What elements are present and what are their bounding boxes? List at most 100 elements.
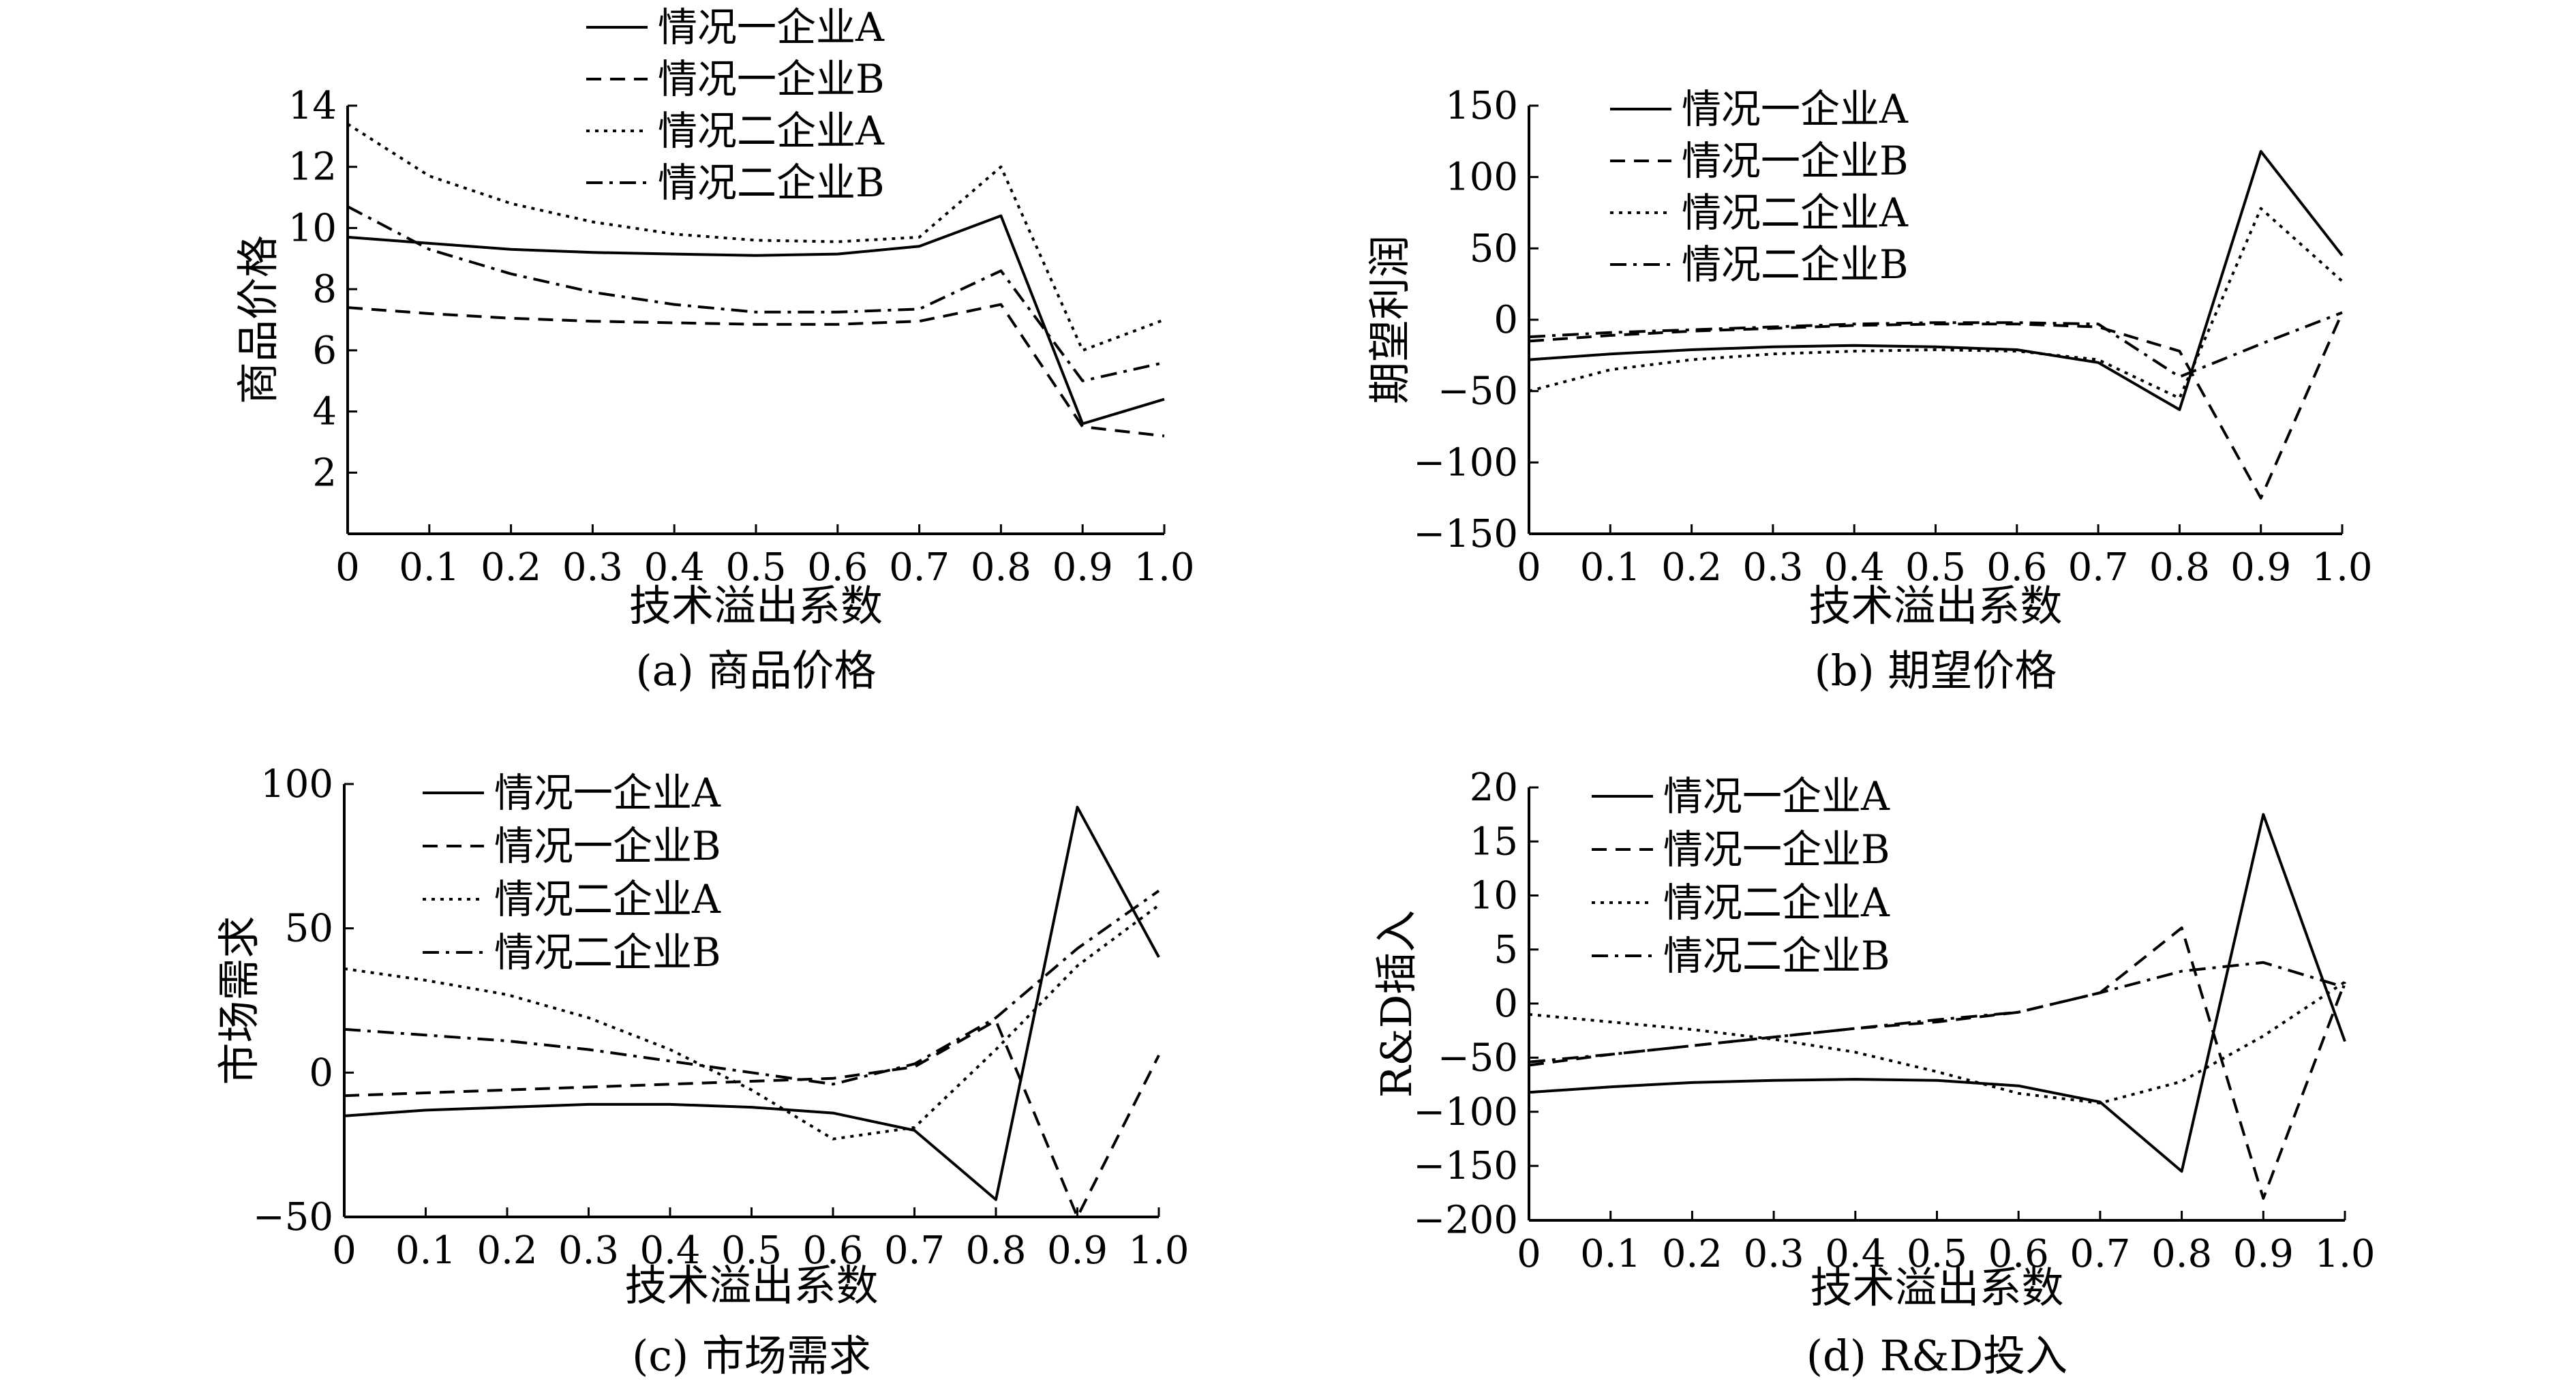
x-tick-label: 0.8 xyxy=(971,545,1031,590)
series-line-2 xyxy=(1529,313,2342,498)
series-line-4 xyxy=(1529,313,2342,377)
y-tick-label: −150 xyxy=(1413,512,1518,556)
x-tick-label: 0.3 xyxy=(562,545,623,590)
x-tick-label: 0.2 xyxy=(1662,1232,1723,1276)
x-tick-label: 0.3 xyxy=(558,1229,619,1273)
legend-label: 情况二企业A xyxy=(658,108,885,154)
x-tick-label: 0.7 xyxy=(884,1229,945,1273)
x-tick-label: 0.9 xyxy=(1047,1229,1108,1273)
y-tick-label: −50 xyxy=(253,1195,333,1239)
y-tick-label: 2 xyxy=(312,451,337,495)
x-tick-label: 0.9 xyxy=(2233,1232,2294,1276)
series-line-2 xyxy=(344,1021,1159,1217)
y-axis-label: 商品价格 xyxy=(233,235,283,404)
x-tick-label: 1.0 xyxy=(2314,1232,2375,1276)
legend-label: 情况一企业A xyxy=(494,770,721,816)
legend: 情况一企业A 情况一企业B 情况二企业A 情况二企业B xyxy=(1610,86,1909,288)
y-tick-label: −100 xyxy=(1413,440,1518,485)
legend-label: 情况一企业B xyxy=(1663,826,1890,873)
x-tick-label: 0 xyxy=(332,1229,357,1273)
series-line-2 xyxy=(1529,928,2345,1199)
x-axis-label: 技术溢出系数 xyxy=(1810,1263,2063,1312)
y-tick-label: −50 xyxy=(1438,1036,1518,1080)
legend-label: 情况二企业A xyxy=(1682,190,1909,236)
legend-label: 情况二企业B xyxy=(1663,933,1890,979)
legend-label: 情况二企业B xyxy=(494,929,721,976)
x-axis-label: 技术溢出系数 xyxy=(629,581,883,631)
x-tick-label: 0.8 xyxy=(2149,545,2210,590)
x-tick-label: 0.9 xyxy=(1052,545,1113,590)
y-tick-label: −200 xyxy=(1413,1199,1518,1243)
panel-caption: (b) 期望价格 xyxy=(1815,646,2057,695)
series-line-1 xyxy=(1529,151,2342,410)
chart-panel-a: 0 0.1 0.2 0.3 0.4 0.5 0.6 0.7 0.8 0.9 1.0 2 4 6 8 10 12 1… xyxy=(233,4,1195,695)
series-line-1 xyxy=(344,807,1159,1200)
y-tick-label: 50 xyxy=(1470,226,1518,271)
x-tick-label: 0.1 xyxy=(1580,545,1641,590)
series-line-3 xyxy=(1529,209,2342,398)
y-tick-label: 100 xyxy=(260,762,333,807)
legend-label: 情况一企业A xyxy=(1682,86,1909,132)
y-tick-label: 12 xyxy=(288,145,337,190)
y-axis-label: R&D插入 xyxy=(1372,910,1421,1098)
y-tick-label: 0 xyxy=(1494,298,1518,342)
legend: 情况一企业A 情况一企业B 情况二企业A 情况二企业B xyxy=(586,4,885,206)
x-tick-label: 0.2 xyxy=(481,545,541,590)
y-tick-label: 4 xyxy=(312,390,337,434)
series-line-1 xyxy=(348,216,1164,424)
x-tick-label: 1.0 xyxy=(1134,545,1194,590)
legend-label: 情况二企业A xyxy=(1663,879,1890,926)
x-tick-label: 0.1 xyxy=(399,545,459,590)
legend-label: 情况一企业A xyxy=(1663,773,1890,819)
legend-label: 情况二企业A xyxy=(494,876,721,922)
y-tick-label: 0 xyxy=(1494,982,1518,1026)
x-tick-label: 1.0 xyxy=(2312,545,2372,590)
x-tick-label: 0.1 xyxy=(1580,1232,1641,1276)
y-tick-label: 0 xyxy=(309,1051,333,1095)
chart-panel-c: 0 0.1 0.2 0.3 0.4 0.5 0.6 0.7 0.8 0.9 1.0−50050100… xyxy=(214,762,1189,1381)
x-tick-label: 0.7 xyxy=(889,545,950,590)
y-tick-label: 20 xyxy=(1470,766,1518,810)
y-tick-label: 5 xyxy=(1494,928,1518,972)
panel-caption: (d) R&D投入 xyxy=(1806,1331,2067,1381)
x-axis-label: 技术溢出系数 xyxy=(1808,581,2062,631)
legend: 情况一企业A 情况一企业B 情况二企业A 情况二企业B xyxy=(1592,773,1890,979)
legend-label: 情况一企业B xyxy=(658,56,885,102)
x-tick-label: 0.9 xyxy=(2230,545,2291,590)
legend-label: 情况二企业B xyxy=(1682,241,1909,288)
series-line-4 xyxy=(348,207,1164,381)
legend-label: 情况一企业B xyxy=(494,823,721,869)
y-tick-label: −100 xyxy=(1413,1090,1518,1134)
legend-label: 情况一企业A xyxy=(658,4,885,50)
legend-label: 情况一企业B xyxy=(1682,138,1909,184)
chart-panel-d: 0 0.1 0.2 0.3 0.4 0.5 0.6 0.7 0.8 0.9 1.0 −200 −150 −… xyxy=(1372,766,2376,1381)
x-tick-label: 0.3 xyxy=(1744,1232,1804,1276)
y-tick-label: 100 xyxy=(1445,155,1518,200)
y-tick-label: 14 xyxy=(288,84,337,128)
x-tick-label: 1.0 xyxy=(1128,1229,1189,1273)
x-tick-label: 0.1 xyxy=(395,1229,456,1273)
series-line-4 xyxy=(1529,963,2345,1062)
x-tick-label: 0 xyxy=(335,545,360,590)
y-tick-label: 10 xyxy=(288,206,337,250)
x-tick-label: 0.7 xyxy=(2070,1232,2130,1276)
series-line-1 xyxy=(1529,815,2345,1172)
chart-panel-b: 0 0.1 0.2 0.3 0.4 0.5 0.6 0.7 0.8 0.9 1.0 −150 −100 −… xyxy=(1365,84,2373,695)
y-tick-label: 50 xyxy=(285,907,333,951)
x-tick-label: 0.3 xyxy=(1742,545,1803,590)
x-tick-label: 0.8 xyxy=(965,1229,1026,1273)
panel-caption: (c) 市场需求 xyxy=(632,1331,871,1381)
y-axis-label: 市场需求 xyxy=(214,916,264,1085)
panel-caption: (a) 商品价格 xyxy=(635,646,876,695)
legend-label: 情况二企业B xyxy=(658,160,885,206)
y-tick-label: 150 xyxy=(1445,84,1518,128)
x-tick-label: 0 xyxy=(1517,545,1541,590)
y-tick-label: 8 xyxy=(312,267,337,312)
y-tick-label: −150 xyxy=(1413,1144,1518,1188)
x-axis-label: 技术溢出系数 xyxy=(624,1261,878,1310)
series-line-4 xyxy=(344,891,1159,1085)
y-tick-label: −50 xyxy=(1438,370,1518,414)
y-axis-label: 期望利润 xyxy=(1365,235,1414,404)
x-tick-label: 0.7 xyxy=(2068,545,2129,590)
